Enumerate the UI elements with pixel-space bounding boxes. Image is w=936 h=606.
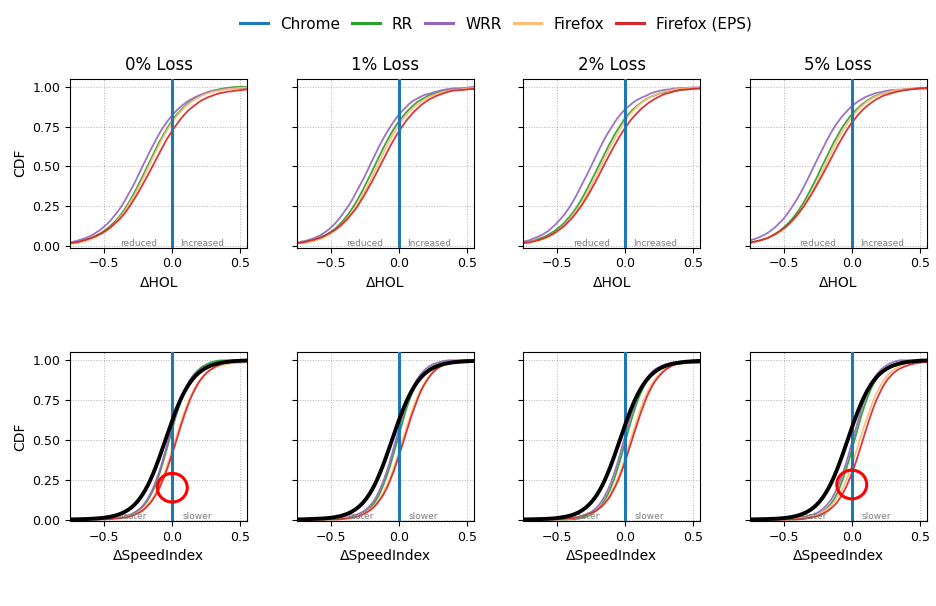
- Text: Increased: Increased: [407, 239, 451, 248]
- Title: 2% Loss: 2% Loss: [578, 56, 646, 75]
- Text: Increased: Increased: [860, 239, 904, 248]
- Text: slower: slower: [861, 512, 891, 521]
- Text: faster: faster: [121, 512, 147, 521]
- X-axis label: ΔHOL: ΔHOL: [819, 276, 857, 290]
- Text: Increased: Increased: [634, 239, 678, 248]
- Text: reduced: reduced: [120, 239, 156, 248]
- Text: faster: faster: [347, 512, 373, 521]
- Text: slower: slower: [408, 512, 438, 521]
- X-axis label: ΔSpeedIndex: ΔSpeedIndex: [113, 550, 204, 564]
- Y-axis label: CDF: CDF: [13, 149, 27, 178]
- Legend: Chrome, RR, WRR, Firefox, Firefox (EPS): Chrome, RR, WRR, Firefox, Firefox (EPS): [234, 11, 758, 38]
- Text: faster: faster: [574, 512, 600, 521]
- X-axis label: ΔSpeedIndex: ΔSpeedIndex: [340, 550, 431, 564]
- Y-axis label: CDF: CDF: [13, 422, 27, 451]
- Title: 5% Loss: 5% Loss: [804, 56, 872, 75]
- Text: reduced: reduced: [346, 239, 383, 248]
- Text: slower: slower: [182, 512, 212, 521]
- X-axis label: ΔSpeedIndex: ΔSpeedIndex: [566, 550, 657, 564]
- Text: reduced: reduced: [573, 239, 609, 248]
- X-axis label: ΔHOL: ΔHOL: [139, 276, 178, 290]
- X-axis label: ΔHOL: ΔHOL: [366, 276, 404, 290]
- Text: reduced: reduced: [799, 239, 836, 248]
- X-axis label: ΔSpeedIndex: ΔSpeedIndex: [793, 550, 884, 564]
- X-axis label: ΔHOL: ΔHOL: [592, 276, 631, 290]
- Text: Increased: Increased: [181, 239, 225, 248]
- Title: 1% Loss: 1% Loss: [351, 56, 419, 75]
- Text: faster: faster: [800, 512, 826, 521]
- Title: 0% Loss: 0% Loss: [124, 56, 193, 75]
- Text: slower: slower: [635, 512, 665, 521]
